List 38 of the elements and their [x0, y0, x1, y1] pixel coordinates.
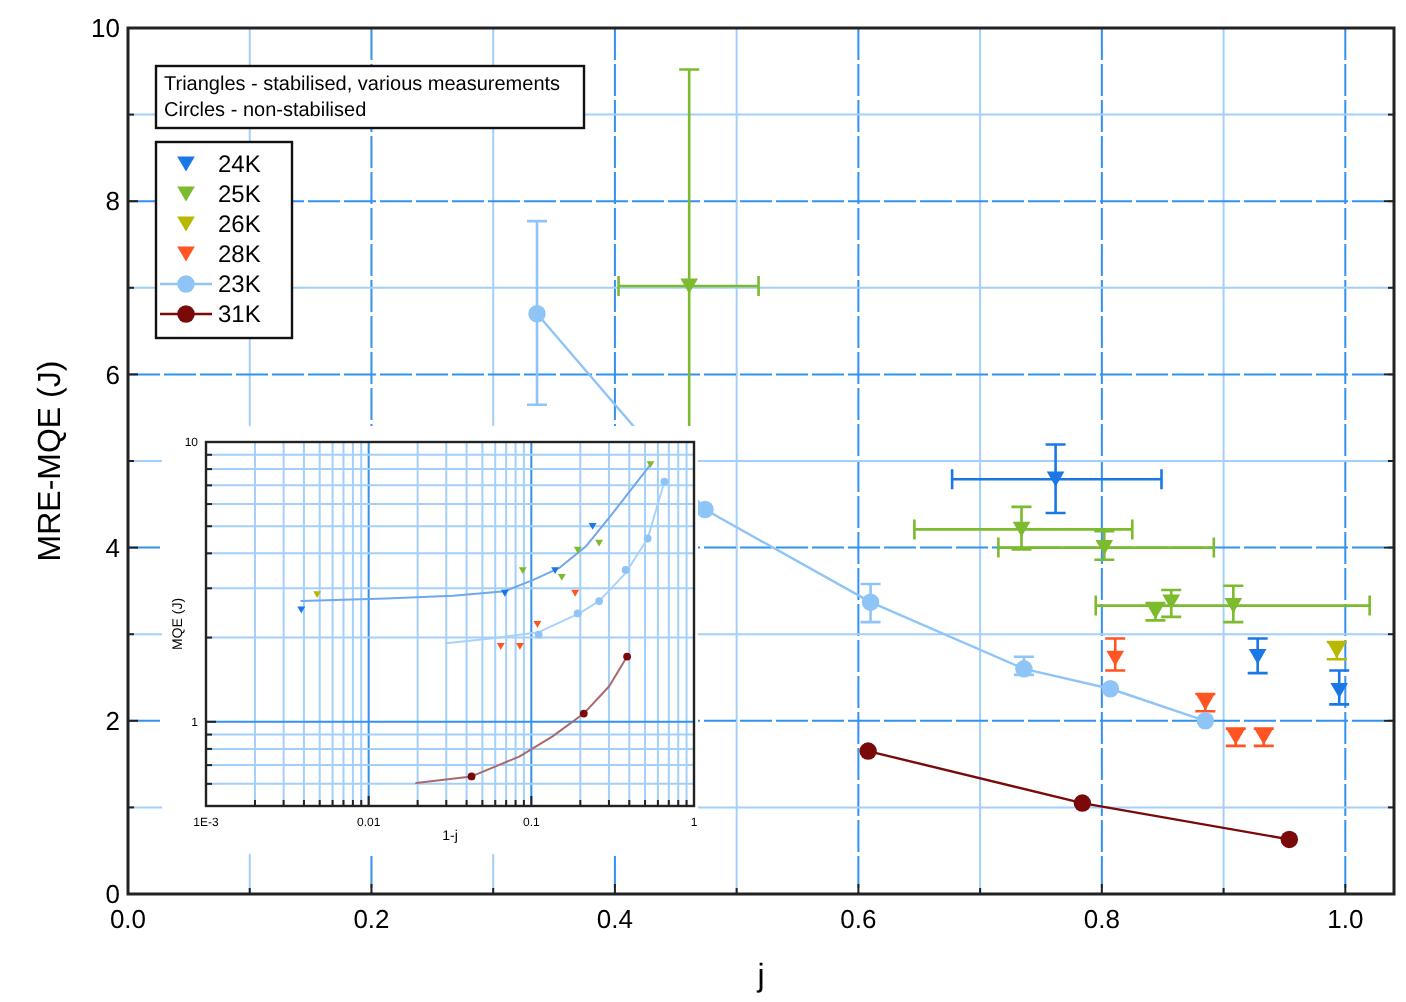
y-tick-label: 6 — [105, 359, 120, 390]
legend-label: 26K — [218, 210, 261, 239]
point — [680, 278, 699, 294]
y-tick-label: 0 — [105, 879, 120, 910]
point — [1224, 598, 1243, 614]
x-axis-title: j — [755, 960, 765, 994]
legend-label: 24K — [218, 150, 261, 179]
point — [1330, 682, 1349, 699]
point — [861, 593, 880, 611]
x-tick-label: 0.2 — [353, 904, 390, 934]
point — [1046, 471, 1065, 487]
x-tick-label: 0.8 — [1083, 904, 1120, 934]
y-tick-label: 2 — [105, 705, 120, 736]
point — [1196, 712, 1215, 730]
y-tick-label: 4 — [105, 532, 120, 563]
legend-label: 28K — [218, 240, 261, 269]
annotation: Circles - non-stabilised — [164, 100, 367, 122]
legend-label: 23K — [218, 270, 261, 299]
point — [1280, 830, 1299, 849]
point — [1248, 649, 1267, 665]
point — [1101, 680, 1120, 698]
point — [1073, 794, 1092, 812]
x-tick-label: 0.0 — [109, 904, 147, 934]
point — [696, 500, 714, 519]
point — [1012, 521, 1031, 538]
x-tick-label: 1.0 — [1327, 904, 1364, 934]
x-tick-label: 0.4 — [596, 904, 633, 934]
y-tick-label: 8 — [105, 186, 120, 217]
point — [528, 305, 546, 323]
legend-label: 25K — [218, 180, 261, 209]
point — [859, 742, 877, 760]
annotation: Triangles - stabilised, various measurements — [164, 74, 561, 96]
y-tick-label: 10 — [91, 13, 120, 44]
y-axis-title: MRE-MQE (J) — [34, 360, 68, 562]
point — [1095, 540, 1114, 556]
x-tick-label: 0.6 — [840, 904, 877, 934]
legend-label: 31K — [218, 300, 261, 329]
point — [1015, 660, 1033, 678]
